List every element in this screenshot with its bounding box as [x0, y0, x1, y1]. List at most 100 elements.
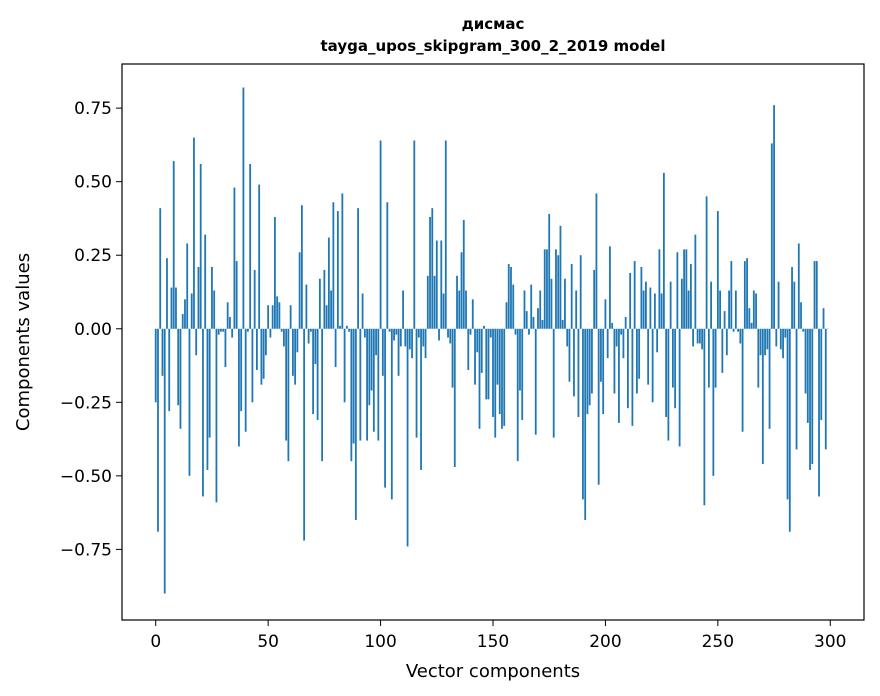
bar — [462, 219, 465, 329]
bar — [676, 252, 679, 329]
bar — [541, 319, 544, 329]
bar — [375, 328, 377, 356]
bar — [300, 205, 303, 329]
bar — [824, 328, 827, 450]
bar — [795, 328, 798, 450]
bar — [591, 328, 593, 394]
bar — [566, 328, 569, 347]
bar — [757, 328, 760, 388]
bar — [516, 328, 519, 462]
bar — [770, 143, 773, 329]
bar — [766, 328, 769, 350]
bar — [555, 249, 557, 329]
bar — [413, 140, 416, 329]
bar — [177, 328, 180, 406]
bar — [764, 328, 766, 356]
bar — [611, 322, 614, 329]
bars-group — [154, 87, 829, 594]
bar — [698, 328, 701, 344]
bar — [570, 264, 573, 329]
bar — [609, 246, 611, 329]
bar — [804, 328, 807, 394]
bar — [759, 328, 762, 356]
bar — [752, 290, 755, 329]
bar — [595, 193, 598, 329]
bar — [694, 234, 697, 329]
bar — [543, 249, 546, 329]
bar — [370, 328, 373, 391]
bar — [662, 172, 665, 329]
bar — [680, 278, 683, 329]
bar — [420, 328, 422, 470]
bar — [725, 328, 728, 356]
y-tick-label: 0.75 — [74, 99, 112, 119]
bar — [460, 252, 463, 329]
bar — [734, 290, 737, 329]
bar — [307, 328, 310, 344]
bar — [186, 243, 189, 329]
bar — [303, 328, 306, 541]
bar — [636, 328, 638, 394]
bar — [645, 281, 647, 329]
bar — [550, 278, 553, 329]
bar — [332, 202, 335, 329]
bar — [723, 311, 726, 329]
bar — [334, 328, 337, 367]
bar — [782, 328, 784, 359]
bar — [750, 322, 753, 329]
bar — [274, 216, 276, 329]
bar — [244, 328, 247, 432]
bar — [748, 308, 751, 329]
bar — [741, 328, 744, 432]
bar — [348, 328, 350, 332]
bar — [377, 328, 380, 441]
bar — [235, 261, 238, 329]
bar — [710, 281, 712, 329]
bar — [211, 266, 213, 329]
x-axis-label: Vector components — [406, 661, 580, 682]
bar — [359, 328, 362, 441]
bar — [402, 290, 404, 329]
bar — [638, 328, 641, 379]
bar — [265, 328, 267, 356]
bar — [163, 328, 166, 594]
bar — [510, 266, 512, 329]
bar — [705, 196, 708, 329]
bar — [256, 328, 258, 370]
bar — [687, 290, 690, 329]
bar — [647, 328, 650, 385]
bar — [260, 328, 263, 385]
bar — [404, 328, 407, 347]
bar — [613, 328, 616, 394]
bar — [615, 328, 618, 347]
bar — [649, 287, 652, 329]
bar — [712, 328, 715, 476]
bar — [685, 249, 688, 329]
bar — [658, 249, 661, 329]
bar — [179, 328, 182, 429]
bar — [501, 328, 503, 429]
bar — [327, 237, 330, 329]
bar — [197, 266, 200, 329]
bar — [415, 328, 418, 438]
bar — [746, 258, 748, 329]
bar — [267, 305, 270, 329]
bar — [743, 261, 746, 329]
bar — [318, 278, 321, 329]
bar — [532, 316, 535, 329]
y-axis-label: Components values — [13, 253, 34, 431]
bar — [368, 328, 371, 406]
bar — [199, 164, 202, 329]
bar — [350, 328, 353, 462]
bar — [573, 328, 575, 397]
bar — [181, 314, 184, 329]
bar — [321, 328, 324, 462]
bar — [600, 328, 602, 382]
y-tick-label: 0.25 — [74, 246, 112, 266]
bar — [330, 290, 333, 329]
bar — [352, 328, 355, 444]
bar — [395, 328, 398, 335]
bar — [224, 328, 227, 367]
bar — [622, 328, 625, 359]
bar — [719, 290, 721, 329]
